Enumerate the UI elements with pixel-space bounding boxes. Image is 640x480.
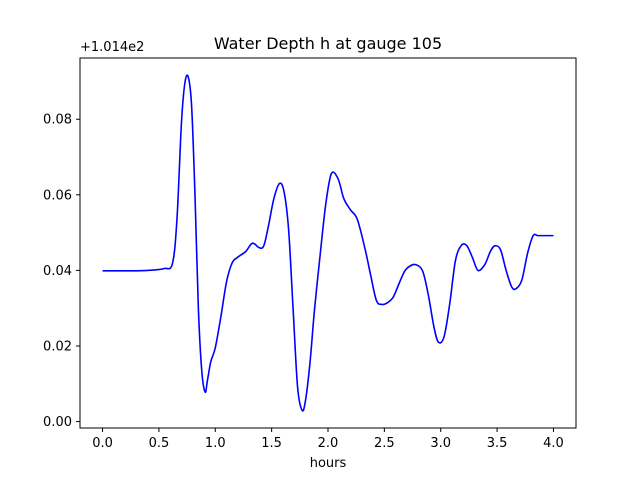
series-layer <box>102 74 554 412</box>
x-tick-label: 1.0 <box>205 436 226 451</box>
plot-frame <box>79 57 577 429</box>
y-tick-label: 0.00 <box>43 415 72 430</box>
y-tick-label: 0.08 <box>43 113 72 128</box>
x-tick-label: 3.0 <box>430 436 451 451</box>
y-tick-label: 0.02 <box>43 339 72 354</box>
x-tick-label: 1.5 <box>261 436 282 451</box>
x-tick-label: 3.5 <box>487 436 508 451</box>
y-offset-label: +1.014e2 <box>80 40 144 55</box>
y-tick-label: 0.04 <box>43 264 72 279</box>
chart-title: Water Depth h at gauge 105 <box>214 34 442 53</box>
x-axis-label: hours <box>310 456 347 471</box>
series-line-0 <box>102 74 554 412</box>
y-tick-label: 0.06 <box>43 188 72 203</box>
plot-area <box>80 58 576 428</box>
x-tick-label: 2.0 <box>318 436 339 451</box>
x-tick-label: 0.0 <box>92 436 113 451</box>
x-tick-label: 2.5 <box>374 436 395 451</box>
x-tick-label: 0.5 <box>149 436 170 451</box>
x-tick-label: 4.0 <box>543 436 564 451</box>
ticks-layer: 0.0 0.5 1.0 1.5 2.0 2.5 3.0 3.5 4.0 0.00 0.02 0.04 0… <box>43 113 564 451</box>
